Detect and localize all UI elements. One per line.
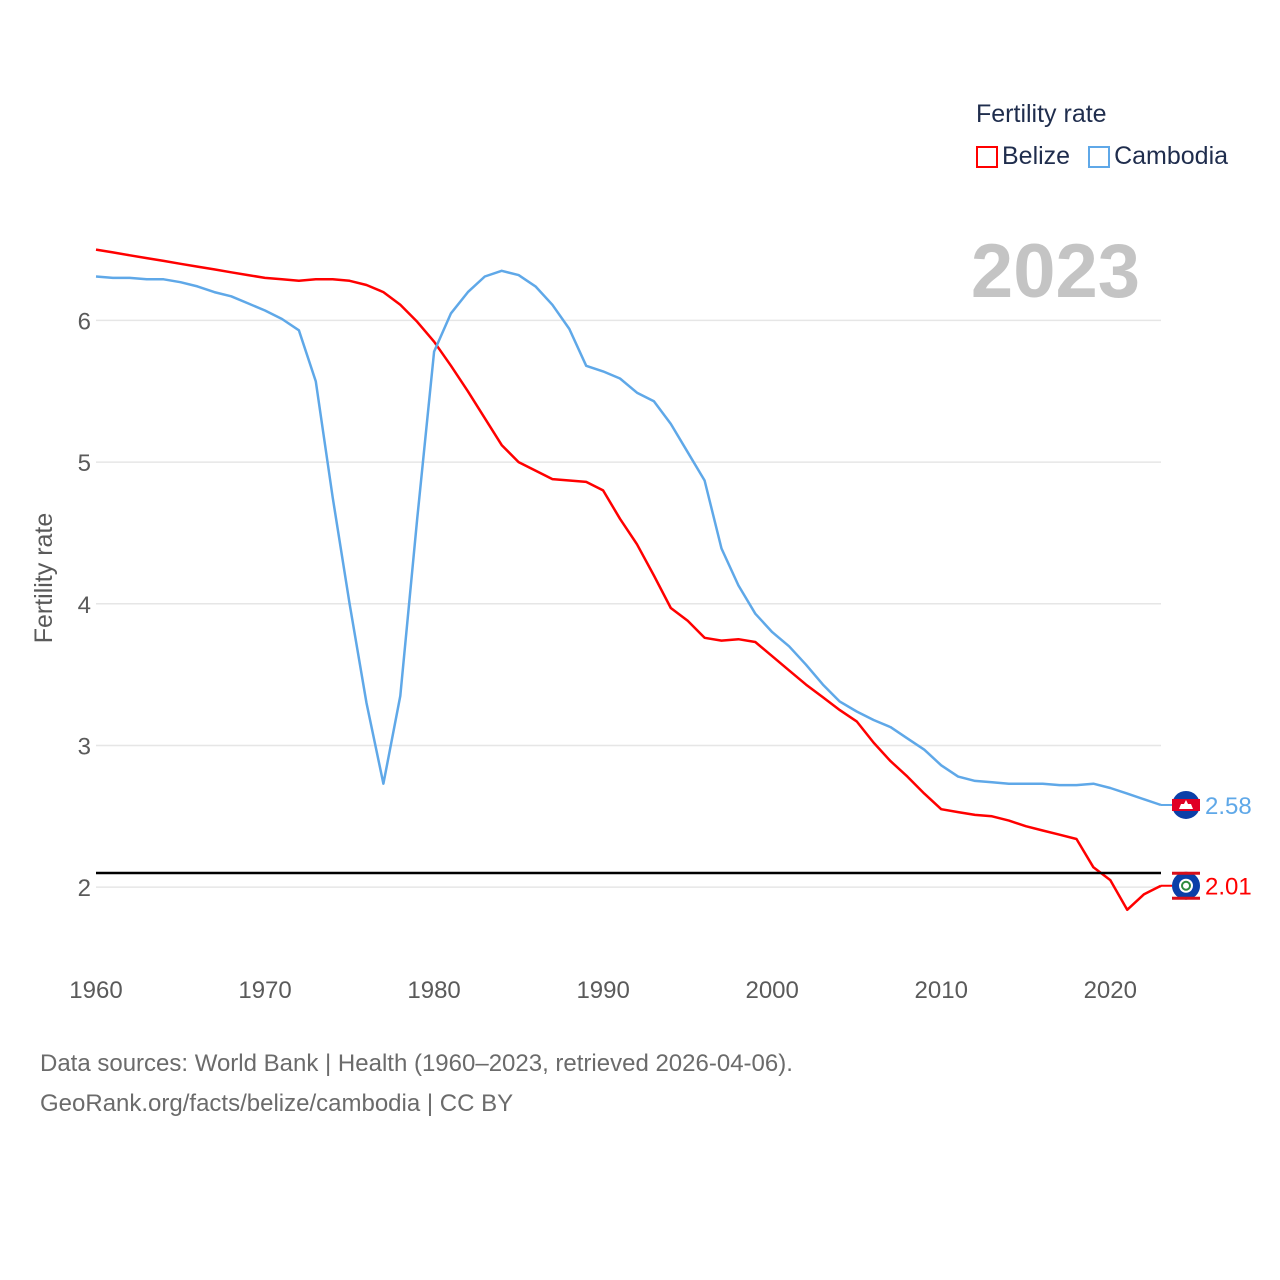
end-markers: 2.01 2.58: [1161, 790, 1252, 901]
legend-swatch-belize: [976, 145, 998, 168]
x-axis-ticks: 1960 1970 1980 1990 2000 2010 2020: [69, 977, 1137, 1004]
series-lines: [95, 248, 1162, 912]
legend-label-cambodia: Cambodia: [1114, 142, 1229, 170]
end-value-label-belize: 2.01: [1205, 874, 1252, 901]
y-tick-label-2: 2: [78, 875, 91, 902]
legend-label-belize: Belize: [1002, 142, 1071, 170]
x-tick-label-2020: 2020: [1084, 977, 1137, 1004]
legend-swatch-cambodia: [1088, 145, 1111, 168]
y-tick-label-6: 6: [78, 308, 91, 335]
x-tick-label-2010: 2010: [915, 977, 968, 1004]
series-line-cambodia: [95, 269, 1162, 807]
y-axis-label: Fertility rate: [30, 513, 58, 644]
flag-temple-cambodia: [1179, 799, 1193, 809]
flag-icon-belize: [1172, 871, 1200, 900]
grid-lines: [96, 319, 1161, 888]
y-tick-label-5: 5: [78, 450, 91, 477]
flag-wreath-belize: [1181, 880, 1191, 891]
flag-band-top-belize: [1172, 871, 1200, 875]
x-tick-label-1990: 1990: [576, 977, 629, 1004]
flag-icon-cambodia: [1172, 790, 1200, 819]
source-line-2[interactable]: GeoRank.org/facts/belize/cambodia | CC B…: [40, 1090, 514, 1117]
y-tick-label-4: 4: [78, 592, 91, 619]
x-tick-label-1970: 1970: [238, 977, 291, 1004]
legend-title: Fertility rate: [976, 100, 1107, 128]
y-axis-ticks: 2 3 4 5 6: [78, 308, 91, 902]
x-tick-label-1980: 1980: [407, 977, 460, 1004]
flag-band-bottom-belize: [1172, 896, 1200, 900]
legend-item-belize[interactable]: Belize: [976, 142, 1070, 171]
legend: Belize Cambodia: [976, 142, 1246, 171]
end-value-label-cambodia: 2.58: [1205, 793, 1252, 820]
series-line-belize: [95, 248, 1162, 912]
x-tick-label-2000: 2000: [745, 977, 798, 1004]
y-tick-label-3: 3: [78, 733, 91, 760]
legend-item-cambodia[interactable]: Cambodia: [1088, 142, 1228, 171]
x-tick-label-1960: 1960: [69, 977, 122, 1004]
year-label: 2023: [970, 229, 1140, 314]
source-line-1: Data sources: World Bank | Health (1960–…: [40, 1050, 793, 1077]
source-note: Data sources: World Bank | Health (1960–…: [40, 1044, 793, 1124]
